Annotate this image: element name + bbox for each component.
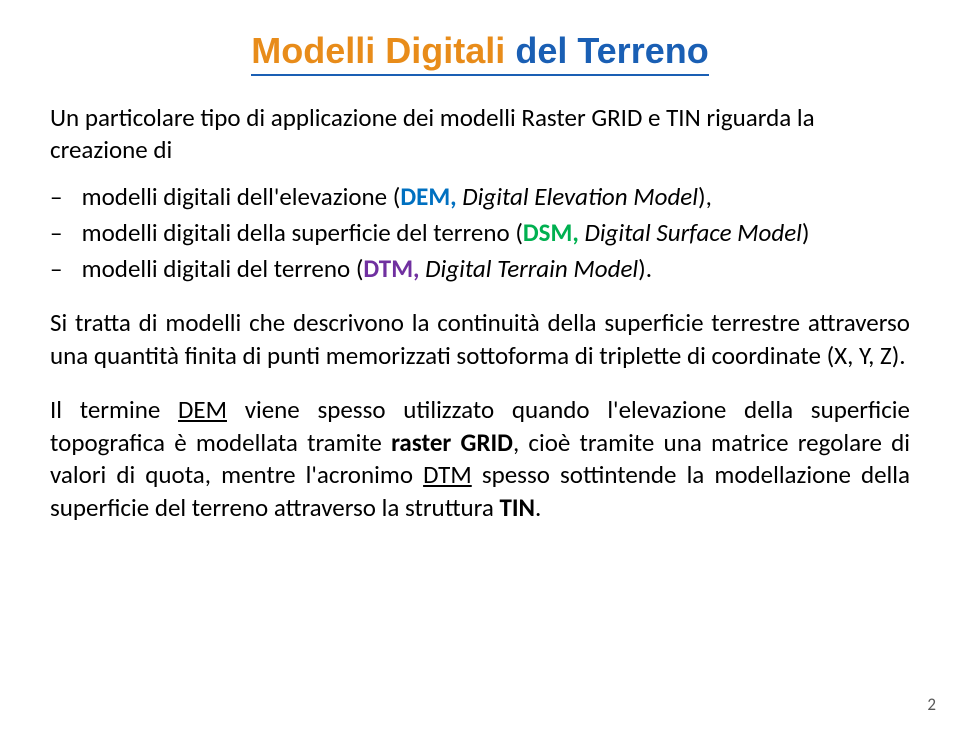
bullet-post: ), — [698, 181, 712, 212]
bullet-post: ). — [638, 253, 652, 284]
term-tin: TIN — [500, 492, 536, 523]
term-dtm: DTM — [423, 459, 472, 490]
bullet-ital: Digital Surface Model — [584, 217, 801, 248]
paragraph-1: Si tratta di modelli che descrivono la c… — [50, 307, 910, 372]
intro-text: Un particolare tipo di applicazione dei … — [50, 102, 910, 166]
bullet-ital: Digital Elevation Model — [462, 181, 698, 212]
page-number: 2 — [927, 694, 936, 715]
list-item: modelli digitali dell'elevazione (DEM, D… — [50, 180, 910, 214]
bullet-post: ) — [802, 217, 810, 248]
term-raster-grid: raster GRID — [391, 427, 513, 458]
bullet-list: modelli digitali dell'elevazione (DEM, D… — [50, 180, 910, 285]
title-word-2: Digitali — [385, 30, 505, 71]
bullet-pre: modelli digitali della superficie del te… — [82, 217, 523, 248]
abbr-dsm: DSM, — [523, 217, 579, 248]
bullet-ital: Digital Terrain Model — [425, 253, 638, 284]
abbr-dem: DEM, — [400, 181, 456, 212]
list-item: modelli digitali del terreno (DTM, Digit… — [50, 252, 910, 286]
abbr-dtm: DTM, — [363, 253, 419, 284]
bullet-pre: modelli digitali dell'elevazione ( — [82, 181, 401, 212]
list-item: modelli digitali della superficie del te… — [50, 216, 910, 250]
title-rest: del Terreno — [515, 30, 708, 71]
bullet-pre: modelli digitali del terreno ( — [82, 253, 364, 284]
page-title: Modelli Digitali del Terreno — [251, 30, 708, 76]
term-dem: DEM — [178, 394, 227, 425]
title-word-1: Modelli — [251, 30, 375, 71]
paragraph-2: Il termine DEM viene spesso utilizzato q… — [50, 394, 910, 524]
